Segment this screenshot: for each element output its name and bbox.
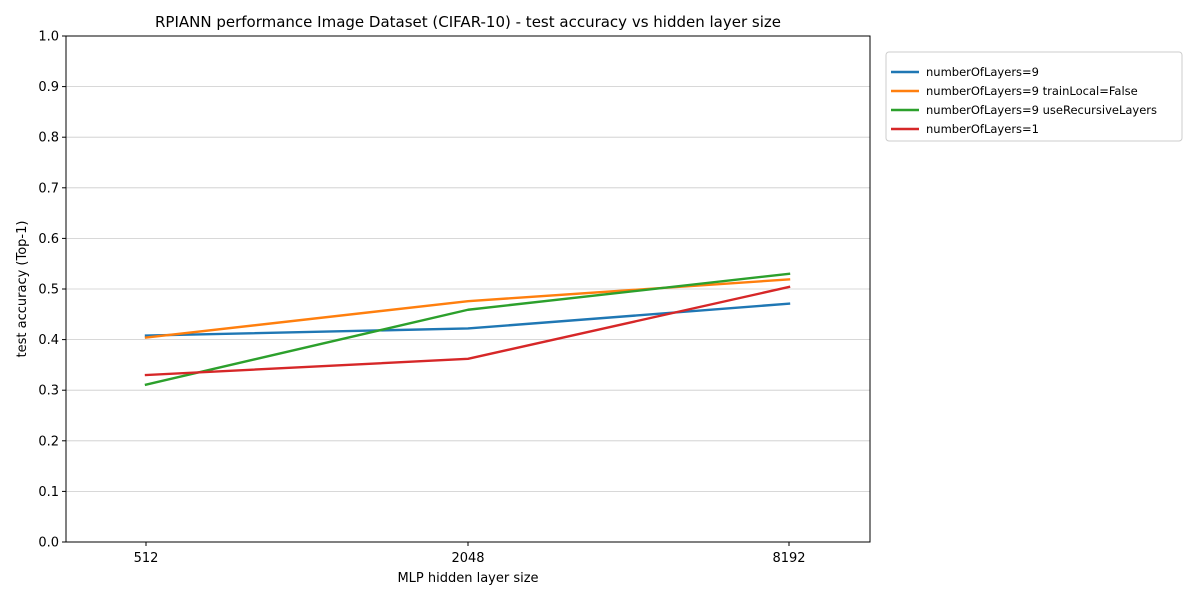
y-tick-label: 1.0 [38,30,59,45]
y-axis-label: test accuracy (Top-1) [15,221,30,358]
y-tick-label: 0.8 [38,131,59,146]
gridlines [66,86,870,492]
y-tick-label: 0.6 [38,232,59,247]
legend-label: numberOfLayers=9 [926,65,1039,79]
series-layer [144,272,791,387]
legend-label: numberOfLayers=9 useRecursiveLayers [926,103,1157,117]
legend-label: numberOfLayers=1 [926,122,1039,136]
y-tick-label: 0.5 [38,283,59,298]
chart-title: RPIANN performance Image Dataset (CIFAR-… [155,13,781,31]
legend: numberOfLayers=9 numberOfLayers=9 trainLo… [885,51,1183,142]
y-tick-label: 0.7 [38,181,59,196]
x-tick-label: 2048 [451,551,484,566]
legend-label: numberOfLayers=9 trainLocal=False [926,84,1138,98]
y-tick-label: 0.0 [38,536,59,551]
x-axis-label: MLP hidden layer size [397,571,538,586]
y-tick-label: 0.4 [38,333,59,348]
x-tick-label: 512 [134,551,159,566]
y-tick-label: 0.2 [38,434,59,449]
y-tick-label: 0.3 [38,384,59,399]
x-axis: 512 2048 8192 [134,542,806,566]
y-tick-label: 0.9 [38,80,59,95]
legend-box [885,51,1183,142]
y-axis: 0.0 0.1 0.2 0.3 0.4 0.5 0.6 0.7 0.8 0.9 1.0 [38,30,66,551]
y-tick-label: 0.1 [38,485,59,500]
x-tick-label: 8192 [772,551,805,566]
